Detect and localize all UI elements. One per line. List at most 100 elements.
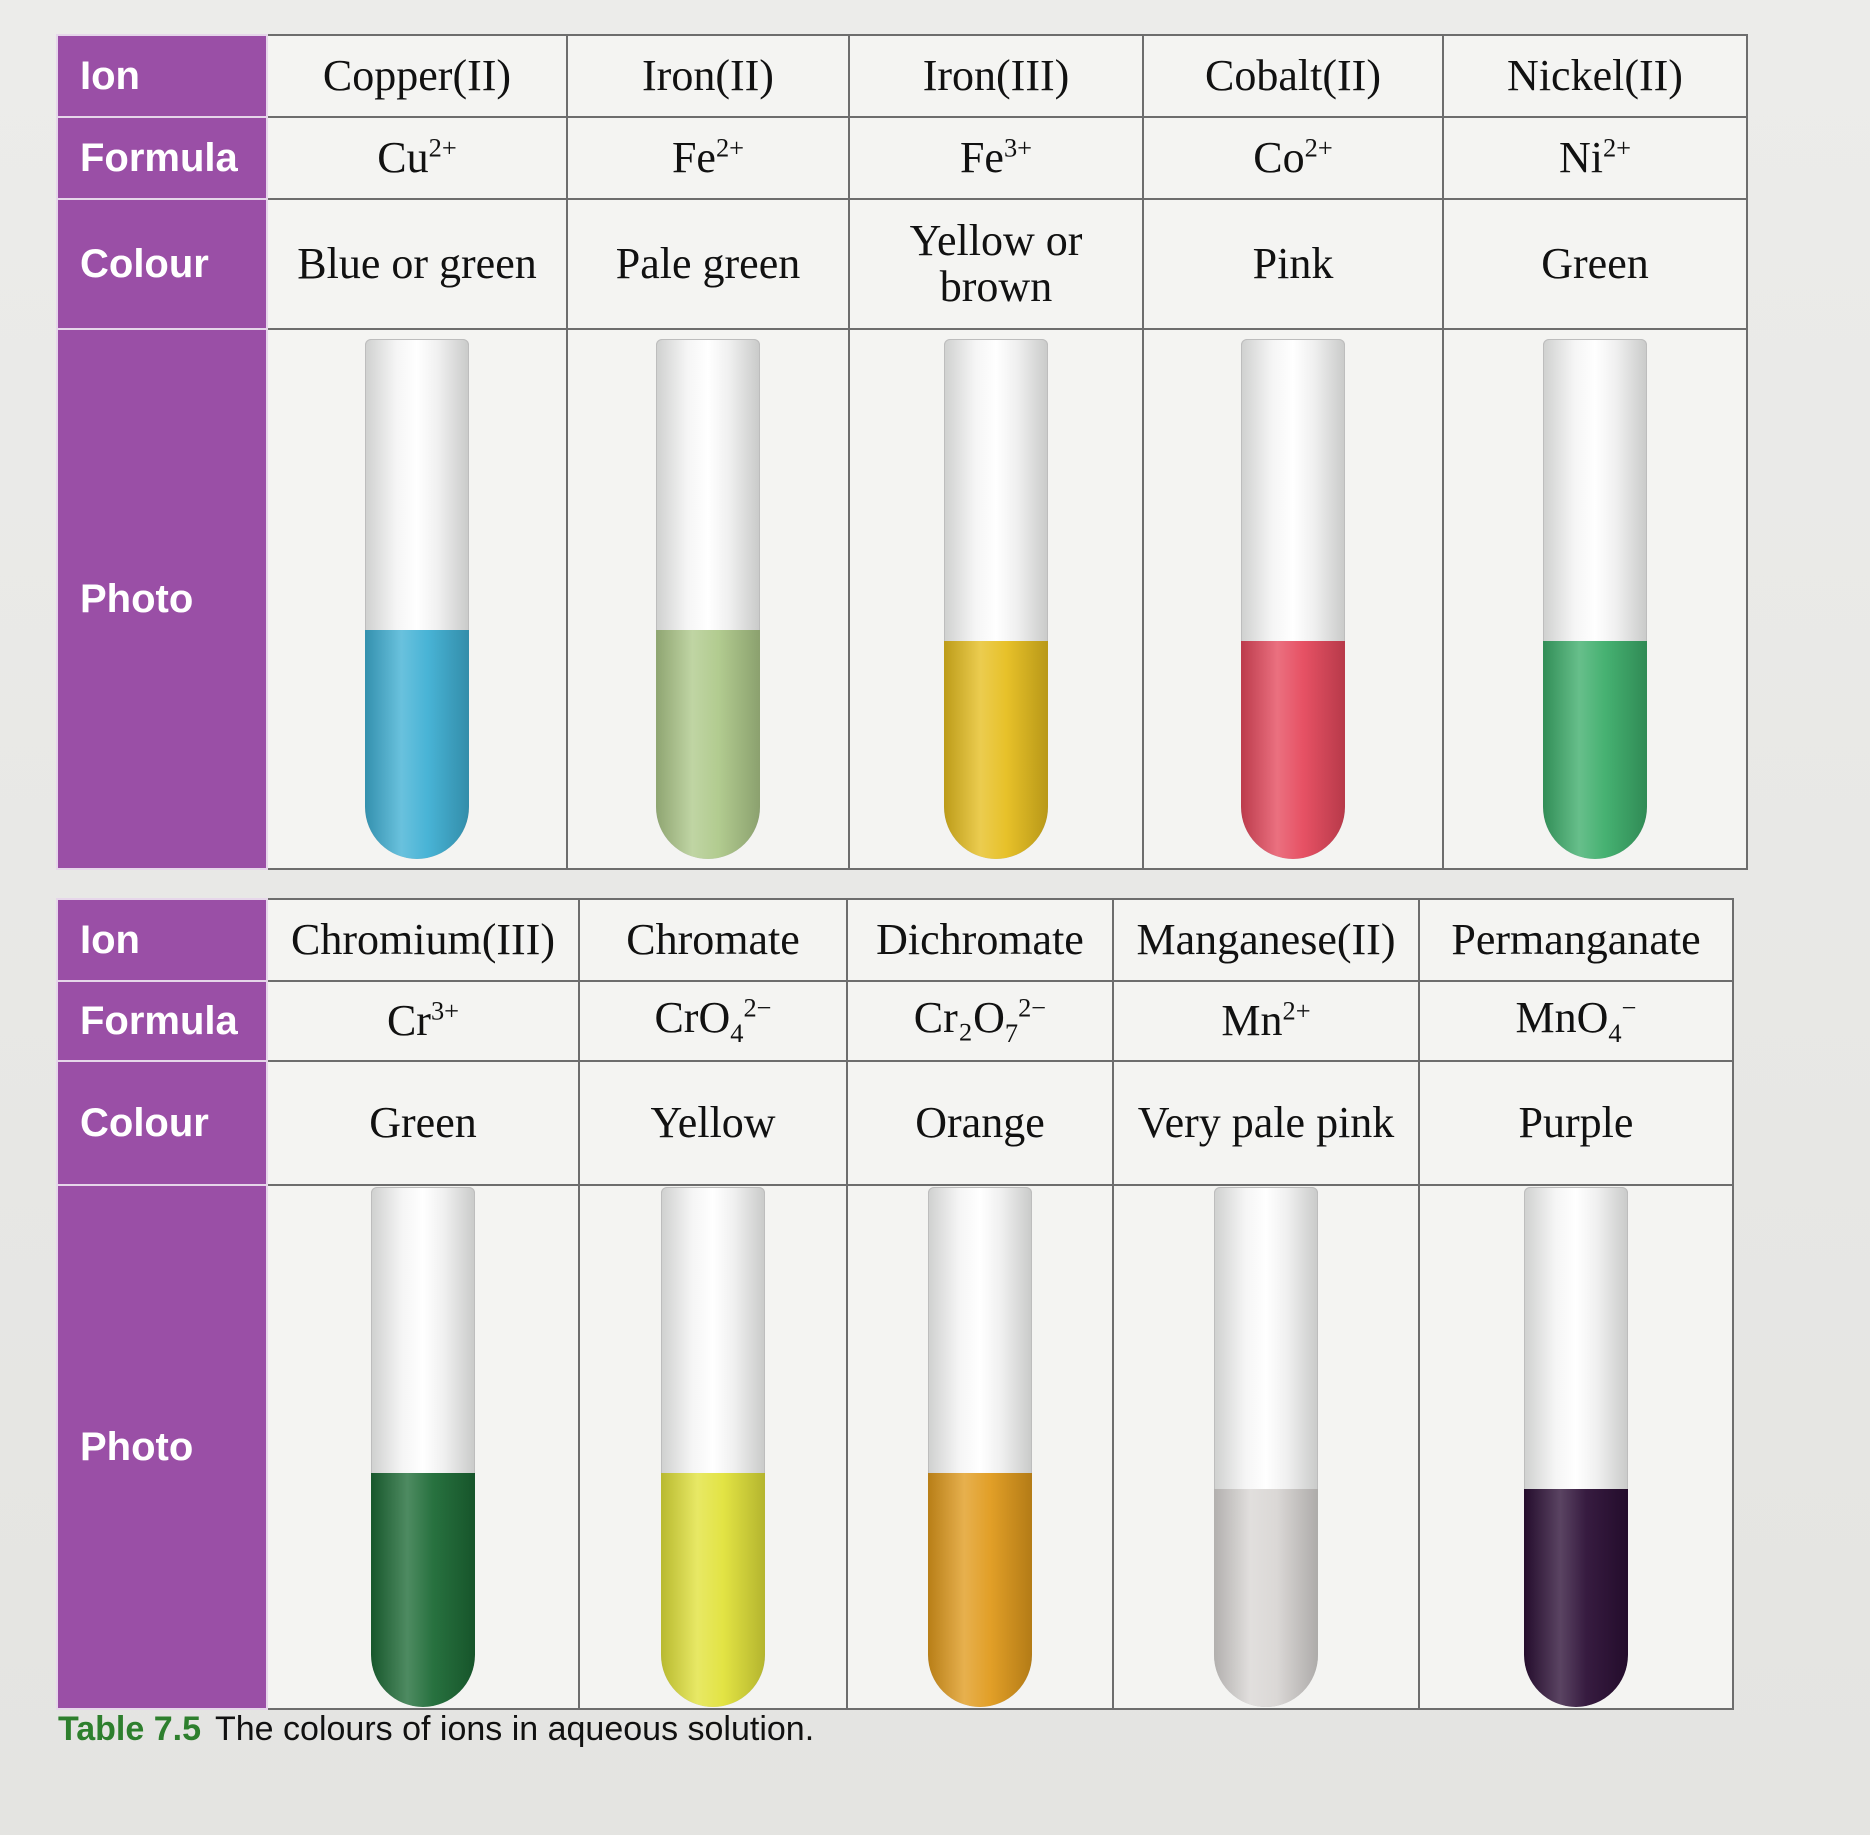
- ion-name: Chromate: [578, 898, 848, 982]
- formula-charge: 2+: [1304, 132, 1333, 163]
- formula-charge: 3+: [1003, 132, 1033, 163]
- row-label-photo: Photo: [56, 1184, 268, 1710]
- formula-symbol: CrO: [654, 993, 731, 1043]
- ion-colour: Yellow or brown: [848, 198, 1144, 330]
- tube-liquid: [1543, 640, 1647, 859]
- row-label-ion: Ion: [56, 34, 268, 118]
- formula-symbol: Cr₂O: [913, 993, 1005, 1043]
- row-label-formula: Formula: [56, 116, 268, 200]
- tube-photo: [1112, 1184, 1420, 1710]
- test-tube: [1214, 1187, 1318, 1707]
- photo-row: Photo: [56, 1184, 1734, 1710]
- formula-symbol: Fe: [959, 133, 1004, 183]
- ion-colour: Purple: [1418, 1060, 1734, 1186]
- formula-row: Formula Cu2+ Fe2+ Fe3+ Co2+ Ni2+: [56, 116, 1748, 200]
- formula-charge: 2−: [743, 992, 772, 1023]
- formula-charge: 2−: [1018, 992, 1047, 1023]
- caption-text: The colours of ions in aqueous solution.: [215, 1710, 815, 1748]
- tube-photo: [848, 328, 1144, 870]
- row-label-colour: Colour: [56, 1060, 268, 1186]
- ion-formula: CrO42−: [578, 980, 848, 1062]
- formula-symbol: Mn: [1221, 996, 1283, 1046]
- colour-row: Colour Green Yellow Orange Very pale pin…: [56, 1060, 1734, 1186]
- tube-liquid: [928, 1473, 1032, 1707]
- ion-formula: Cu2+: [266, 116, 568, 200]
- ion-colour: Pink: [1142, 198, 1444, 330]
- ion-name: Dichromate: [846, 898, 1114, 982]
- formula-symbol: Ni: [1558, 133, 1603, 183]
- tube-liquid: [656, 630, 760, 859]
- ion-colour: Green: [266, 1060, 580, 1186]
- formula-subscript: 4: [1608, 1017, 1622, 1048]
- ion-colour-table-top: Ion Copper(II) Iron(II) Iron(III) Cobalt…: [56, 34, 1748, 870]
- tube-liquid: [661, 1473, 765, 1707]
- test-tube: [1524, 1187, 1628, 1707]
- tube-photo: [1418, 1184, 1734, 1710]
- ion-formula: MnO4−: [1418, 980, 1734, 1062]
- formula-charge: 2+: [1602, 132, 1632, 163]
- tube-photo: [1442, 328, 1748, 870]
- test-tube: [928, 1187, 1032, 1707]
- test-tube: [656, 339, 760, 859]
- tube-photo: [266, 1184, 580, 1710]
- test-tube: [1241, 339, 1345, 859]
- ion-colour: Yellow: [578, 1060, 848, 1186]
- ion-colour: Orange: [846, 1060, 1114, 1186]
- tube-liquid: [944, 640, 1048, 859]
- ion-formula: Co2+: [1142, 116, 1444, 200]
- ion-colour: Blue or green: [266, 198, 568, 330]
- ion-name: Permanganate: [1418, 898, 1734, 982]
- tube-liquid: [1241, 640, 1345, 859]
- tube-liquid: [371, 1473, 475, 1707]
- formula-symbol: Cr: [386, 996, 431, 1046]
- row-label-ion: Ion: [56, 898, 268, 982]
- formula-charge: 3+: [430, 995, 460, 1026]
- tube-photo: [566, 328, 850, 870]
- tube-photo: [1142, 328, 1444, 870]
- tube-liquid: [365, 630, 469, 859]
- caption-number: Table 7.5: [58, 1710, 201, 1748]
- test-tube: [371, 1187, 475, 1707]
- formula-subscript: 7: [1004, 1017, 1019, 1048]
- formula-symbol: Co: [1253, 133, 1305, 183]
- formula-row: Formula Cr3+ CrO42− Cr₂O72− Mn2+ MnO4−: [56, 980, 1734, 1062]
- ion-formula: Cr3+: [266, 980, 580, 1062]
- ion-colour: Pale green: [566, 198, 850, 330]
- ion-formula: Mn2+: [1112, 980, 1420, 1062]
- test-tube: [944, 339, 1048, 859]
- formula-charge: 2+: [1282, 995, 1311, 1026]
- formula-charge: 2+: [715, 132, 745, 163]
- ion-row: Ion Copper(II) Iron(II) Iron(III) Cobalt…: [56, 34, 1748, 118]
- test-tube: [365, 339, 469, 859]
- tube-photo: [578, 1184, 848, 1710]
- tube-liquid: [1524, 1488, 1628, 1707]
- ion-name: Cobalt(II): [1142, 34, 1444, 118]
- ion-formula: Ni2+: [1442, 116, 1748, 200]
- table-caption: Table 7.5 The colours of ions in aqueous …: [58, 1710, 814, 1749]
- photo-row: Photo: [56, 328, 1748, 870]
- row-label-formula: Formula: [56, 980, 268, 1062]
- ion-colour: Very pale pink: [1112, 1060, 1420, 1186]
- ion-colour-table-bottom: Ion Chromium(III) Chromate Dichromate Ma…: [56, 898, 1734, 1710]
- ion-name: Chromium(III): [266, 898, 580, 982]
- ion-colour: Green: [1442, 198, 1748, 330]
- ion-formula: Fe2+: [566, 116, 850, 200]
- formula-symbol: Fe: [671, 133, 716, 183]
- formula-subscript: 4: [730, 1017, 744, 1048]
- ion-name: Nickel(II): [1442, 34, 1748, 118]
- ion-formula: Cr₂O72−: [846, 980, 1114, 1062]
- tube-liquid: [1214, 1488, 1318, 1707]
- ion-name: Iron(III): [848, 34, 1144, 118]
- formula-charge: 2+: [428, 132, 457, 163]
- formula-symbol: Cu: [377, 133, 429, 183]
- formula-charge: −: [1621, 992, 1637, 1023]
- colour-row: Colour Blue or green Pale green Yellow o…: [56, 198, 1748, 330]
- ion-name: Manganese(II): [1112, 898, 1420, 982]
- row-label-colour: Colour: [56, 198, 268, 330]
- formula-symbol: MnO: [1515, 993, 1609, 1043]
- tube-photo: [266, 328, 568, 870]
- test-tube: [661, 1187, 765, 1707]
- ion-formula: Fe3+: [848, 116, 1144, 200]
- ion-name: Copper(II): [266, 34, 568, 118]
- tube-photo: [846, 1184, 1114, 1710]
